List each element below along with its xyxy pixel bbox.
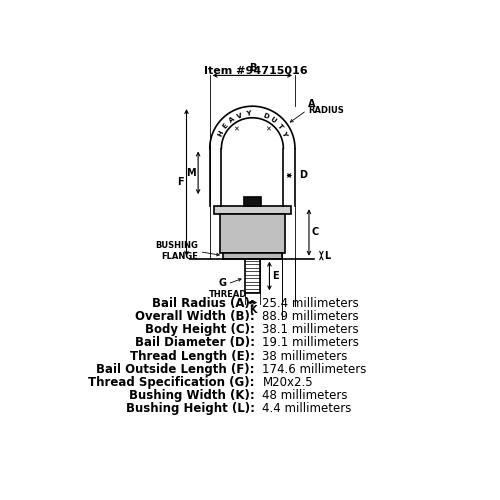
Text: Bail Diameter (D):: Bail Diameter (D):	[134, 336, 254, 349]
Text: C: C	[312, 228, 318, 237]
Text: Item #94715016: Item #94715016	[204, 66, 308, 76]
Text: D: D	[262, 112, 269, 120]
Text: U: U	[269, 116, 277, 124]
Text: M20x2.5: M20x2.5	[262, 376, 313, 388]
Text: D: D	[299, 170, 307, 180]
Text: ✕: ✕	[266, 126, 272, 132]
Text: Body Height (C):: Body Height (C):	[145, 324, 254, 336]
Text: 25.4 millimeters: 25.4 millimeters	[262, 297, 359, 310]
Text: BUSHING
FLANGE: BUSHING FLANGE	[155, 241, 198, 261]
Text: F: F	[178, 178, 184, 188]
Text: RADIUS: RADIUS	[308, 106, 344, 115]
Text: E: E	[222, 122, 229, 130]
Text: Thread Length (E):: Thread Length (E):	[130, 350, 254, 362]
Text: 19.1 millimeters: 19.1 millimeters	[262, 336, 360, 349]
Text: Bail Radius (A):: Bail Radius (A):	[152, 297, 254, 310]
Text: L: L	[324, 250, 330, 260]
Bar	[214, 206, 291, 214]
Text: Overall Width (B):: Overall Width (B):	[135, 310, 254, 324]
Text: K: K	[248, 305, 256, 315]
Text: Thread Specification (G):: Thread Specification (G):	[88, 376, 254, 388]
Text: Bail Outside Length (F):: Bail Outside Length (F):	[96, 362, 254, 376]
Text: M: M	[186, 168, 196, 178]
Text: V: V	[236, 112, 243, 120]
Text: Y: Y	[245, 110, 251, 117]
Text: H: H	[216, 130, 224, 138]
Bar	[220, 214, 285, 252]
Text: 4.4 millimeters: 4.4 millimeters	[262, 402, 352, 415]
Text: 38 millimeters: 38 millimeters	[262, 350, 348, 362]
Text: T: T	[276, 122, 283, 130]
Text: ✕: ✕	[234, 126, 239, 132]
Text: G: G	[218, 278, 226, 288]
Text: THREAD: THREAD	[208, 290, 247, 299]
Text: E: E	[272, 271, 278, 281]
Bar	[244, 258, 260, 294]
Text: 38.1 millimeters: 38.1 millimeters	[262, 324, 359, 336]
Text: 48 millimeters: 48 millimeters	[262, 389, 348, 402]
Text: Y: Y	[280, 130, 288, 138]
Text: B: B	[248, 63, 256, 73]
Text: A: A	[228, 116, 235, 124]
Bar	[244, 197, 261, 206]
Bar	[223, 252, 282, 258]
Text: 88.9 millimeters: 88.9 millimeters	[262, 310, 359, 324]
Text: Bushing Height (L):: Bushing Height (L):	[126, 402, 254, 415]
Text: 174.6 millimeters: 174.6 millimeters	[262, 362, 367, 376]
Text: Bushing Width (K):: Bushing Width (K):	[129, 389, 254, 402]
Text: A: A	[308, 99, 316, 109]
